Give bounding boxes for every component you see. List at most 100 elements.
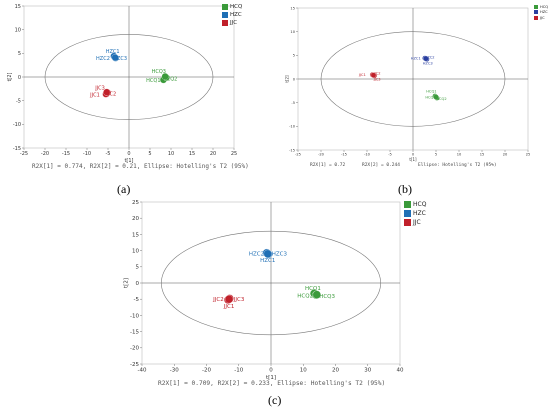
caption-a: (a) <box>117 182 131 196</box>
legend-item-hcq: HCQ <box>222 3 242 11</box>
point-jjc3 <box>103 88 111 96</box>
x-tick-label: 10 <box>457 153 462 157</box>
y-tick-label: 10 <box>290 30 295 34</box>
x-tick-label: -10 <box>83 151 91 157</box>
y-tick-label: 0 <box>293 77 296 81</box>
point-hcq3 <box>433 94 439 100</box>
y-tick-label: 15 <box>15 4 21 10</box>
x-tick-label: 25 <box>231 151 237 157</box>
point-label-hzc1: HZC1 <box>411 56 421 60</box>
footer-b-r2x1: R2X[1] = 0.72 <box>310 163 346 168</box>
y-tick-label: -25 <box>130 362 139 368</box>
y-tick-label: -10 <box>13 122 21 128</box>
x-tick-label: 0 <box>269 368 273 374</box>
point-label-hzc3: HZC3 <box>272 251 288 257</box>
legend-item-hcq: HCQ <box>534 4 548 10</box>
legend-swatch <box>222 20 228 26</box>
legend-a: HCQ HZC JJC <box>222 3 242 27</box>
point-label-jjc3: JJC3 <box>373 77 381 81</box>
caption-c: (c) <box>268 393 282 407</box>
y-axis-label: t[2] <box>124 278 130 288</box>
x-tick-label: 10 <box>300 368 307 374</box>
y-tick-label: 5 <box>136 265 140 271</box>
y-axis-label: t[2] <box>285 75 290 83</box>
legend-swatch <box>534 4 538 9</box>
point-label-hzc3: HZC3 <box>113 56 127 62</box>
panel-c: -40 -30 -20 -10 0 10 20 30 40 -25 -20 -15 -10 -5 0 5 10 1… <box>114 196 450 392</box>
legend-swatch <box>534 15 538 20</box>
footer-c: R2X[1] = 0.709, R2X[2] = 0.233, Ellipse:… <box>158 380 386 387</box>
x-tick-label: 25 <box>526 153 531 157</box>
x-tick-label: 5 <box>148 151 151 157</box>
x-tick-label: -20 <box>41 151 49 157</box>
legend-label: JJC <box>413 219 421 226</box>
x-tick-label: -25 <box>20 151 28 157</box>
y-tick-label: -5 <box>134 297 140 303</box>
x-axis-label: t[1] <box>124 158 133 164</box>
legend-label: HCQ <box>540 4 549 9</box>
y-tick-label: 15 <box>290 6 295 10</box>
x-tick-label: 15 <box>480 153 485 157</box>
point-label-jjc3: JJC3 <box>94 86 105 92</box>
legend-c: HCQ HZC JJC <box>404 200 426 227</box>
y-tick-label: 10 <box>15 27 21 33</box>
legend-swatch <box>222 12 228 18</box>
x-tick-label: -5 <box>106 151 111 157</box>
x-tick-label: -25 <box>295 153 301 157</box>
point-label-hzc1: HZC1 <box>260 258 275 264</box>
y-tick-label: -10 <box>130 313 139 319</box>
point-label-jjc2: JJC2 <box>106 91 117 97</box>
legend-swatch <box>534 10 538 15</box>
point-label-hcq3: HCQ3 <box>152 69 166 75</box>
footer-b-r2x2: R2X[2] = 0.244 <box>362 163 400 168</box>
legend-item-hzc: HZC <box>222 11 242 19</box>
point-jjc3 <box>370 72 377 78</box>
x-tick-label: -15 <box>62 151 70 157</box>
y-tick-label: -5 <box>16 98 21 104</box>
point-hcq3 <box>161 72 169 81</box>
y-tick-label: 5 <box>293 54 295 58</box>
caption-b: (b) <box>398 182 412 196</box>
point-hcq3 <box>312 290 321 299</box>
y-tick-label: -15 <box>13 146 21 152</box>
y-tick-label: 5 <box>18 51 21 57</box>
y-tick-label: 10 <box>132 249 139 255</box>
point-hzc3 <box>111 54 119 62</box>
footer-b-ellipse: Ellipse: Hotelling's T2 (95%) <box>418 163 497 168</box>
hotelling-ellipse <box>44 34 214 120</box>
x-tick-label: -20 <box>202 368 211 374</box>
panel-b: -25 -20 -15 -10 -5 0 5 10 15 20 25 -15 -10 -5 0 5 10 15 t[… <box>282 0 550 175</box>
point-label-hcq2: HCQ2 <box>436 97 446 101</box>
chart-b-svg: -25 -20 -15 -10 -5 0 5 10 15 20 25 -15 -10 -5 0 5 10 15 t[… <box>285 6 531 162</box>
x-axis-label: t[1] <box>266 375 276 381</box>
y-tick-label: -10 <box>289 125 296 129</box>
hotelling-ellipse <box>161 230 381 336</box>
legend-label: HZC <box>230 12 242 18</box>
point-label-hcq2: HCQ2 <box>163 77 177 83</box>
point-jjc3 <box>224 295 234 304</box>
legend-label: JJC <box>230 20 238 26</box>
legend-item-jjc: JJC <box>534 15 548 21</box>
chart-c-svg: -40 -30 -20 -10 0 10 20 30 40 -25 -20 -15 -10 -5 0 5 10 1… <box>124 200 404 381</box>
point-label-jjc3: JJC3 <box>233 297 245 303</box>
point-label-hcq3: HCQ3 <box>425 96 435 100</box>
x-tick-label: 5 <box>435 153 437 157</box>
point-label-hzc2: HZC2 <box>96 56 110 62</box>
point-hzc3 <box>423 55 429 62</box>
legend-swatch <box>404 219 411 226</box>
y-axis-label: t[2] <box>7 72 13 81</box>
legend-label: HCQ <box>413 201 427 208</box>
x-tick-label: 15 <box>189 151 195 157</box>
x-tick-label: 0 <box>127 151 130 157</box>
legend-swatch <box>404 210 411 217</box>
chart-a-svg: -25 -20 -15 -10 -5 0 5 10 15 20 25 -15 -10 -5 0 5 10 15 t[… <box>7 4 237 164</box>
point-label-hcq2: HCQ2 <box>297 294 313 300</box>
point-label-hcq3: HCQ3 <box>319 294 335 300</box>
point-label-hzc3: HZC3 <box>423 62 433 66</box>
y-tick-label: -15 <box>130 330 139 336</box>
point-label-hcq1: HCQ1 <box>146 78 160 84</box>
legend-item-hzc: HZC <box>534 10 548 16</box>
legend-item-jjc: JJC <box>222 19 242 27</box>
x-tick-label: 40 <box>397 368 404 374</box>
y-tick-label: 0 <box>136 281 140 287</box>
